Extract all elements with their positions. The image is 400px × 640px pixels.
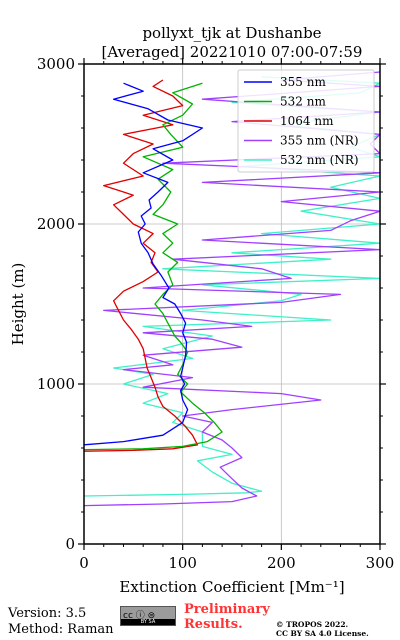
method-text: Method: Raman [8,622,114,637]
extinction-profile-chart: pollyxt_tjk at Dushanbe [Averaged] 20221… [9,24,395,596]
version-text: Version: 3.5 [8,606,87,621]
legend-label: 1064 nm [280,114,334,128]
preliminary-line-1: Preliminary [184,602,270,617]
chart-title-line-2: [Averaged] 20221010 07:00-07:59 [102,43,363,61]
y-tick-label: 3000 [37,55,75,73]
y-tick-label: 0 [65,535,75,553]
copyright-notice: © TROPOS 2022. CC BY SA 4.0 License. [276,620,369,638]
copyright-line-2: CC BY SA 4.0 License. [276,629,369,638]
legend-label: 532 nm (NR) [280,153,359,167]
x-tick-label: 0 [79,554,89,572]
cc-badge-text: BY SA [121,619,175,625]
x-axis-label: Extinction Coefficient [Mm⁻¹] [119,578,344,596]
legend-label: 355 nm [280,75,326,89]
legend: 355 nm 532 nm 1064 nm 355 nm (NR) 532 nm (NR… [237,69,375,173]
x-tick-label: 100 [168,554,197,572]
legend-box [237,69,375,173]
cc-license-icon: cc ⓘ ⊜ BY SA [120,606,176,626]
legend-label: 532 nm [280,95,326,109]
series-line-532-nm [83,82,223,451]
x-tick-label: 200 [267,554,296,572]
series-line-355-nm [83,82,204,446]
cc-badge-symbols: cc ⓘ ⊜ [123,611,156,621]
series-line-1064-nm [83,79,199,452]
plot-frame [83,63,381,545]
y-tick-label: 2000 [37,215,75,233]
preliminary-line-2: Results. [184,617,243,632]
y-axis-label: Height (m) [9,263,27,346]
copyright-line-1: © TROPOS 2022. [276,620,349,629]
legend-label: 355 nm (NR) [280,134,359,148]
chart-title-line-1: pollyxt_tjk at Dushanbe [142,24,321,42]
preliminary-results-label: Preliminary Results. [184,602,270,632]
x-tick-label: 300 [366,554,395,572]
y-tick-label: 1000 [37,375,75,393]
